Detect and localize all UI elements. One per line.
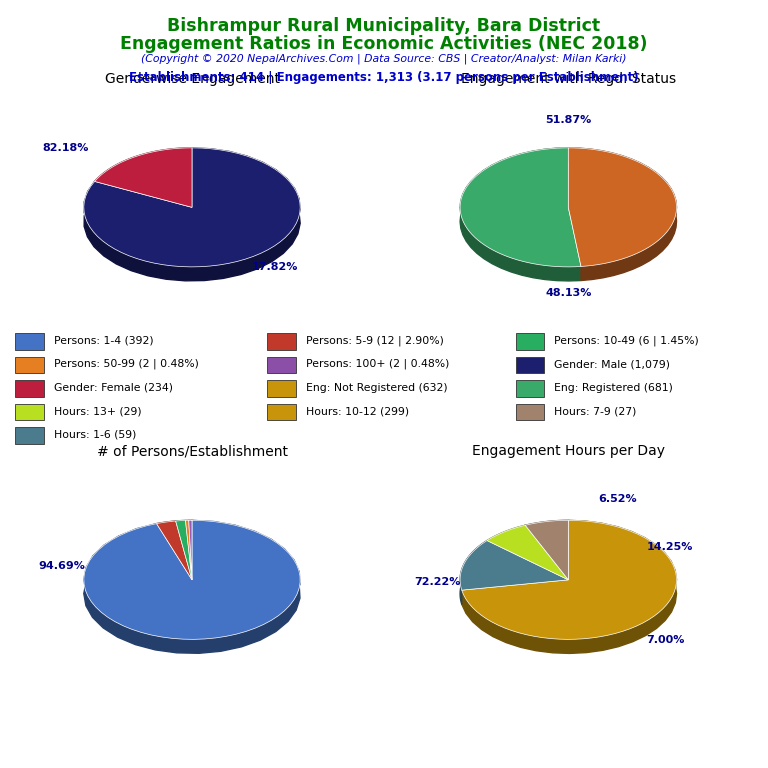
Text: Engagement Ratios in Economic Activities (NEC 2018): Engagement Ratios in Economic Activities… bbox=[121, 35, 647, 52]
Polygon shape bbox=[84, 521, 300, 654]
Text: Hours: 13+ (29): Hours: 13+ (29) bbox=[54, 406, 141, 416]
Text: Establishments: 414 | Engagements: 1,313 (3.17 persons per Establishment): Establishments: 414 | Engagements: 1,313… bbox=[129, 71, 639, 84]
Polygon shape bbox=[525, 521, 568, 539]
Text: Persons: 10-49 (6 | 1.45%): Persons: 10-49 (6 | 1.45%) bbox=[554, 336, 699, 346]
Text: Persons: 1-4 (392): Persons: 1-4 (392) bbox=[54, 336, 154, 346]
FancyBboxPatch shape bbox=[267, 357, 296, 373]
Text: 48.13%: 48.13% bbox=[545, 288, 591, 298]
Polygon shape bbox=[460, 148, 581, 281]
Polygon shape bbox=[94, 148, 192, 207]
Polygon shape bbox=[189, 521, 192, 535]
Text: Bishrampur Rural Municipality, Bara District: Bishrampur Rural Municipality, Bara Dist… bbox=[167, 17, 601, 35]
Polygon shape bbox=[84, 148, 300, 281]
FancyBboxPatch shape bbox=[516, 380, 545, 397]
Polygon shape bbox=[568, 148, 677, 280]
Text: Persons: 5-9 (12 | 2.90%): Persons: 5-9 (12 | 2.90%) bbox=[306, 336, 444, 346]
Text: 7.00%: 7.00% bbox=[646, 634, 684, 644]
FancyBboxPatch shape bbox=[15, 404, 44, 420]
Polygon shape bbox=[189, 521, 192, 580]
Polygon shape bbox=[94, 148, 192, 196]
Polygon shape bbox=[176, 521, 186, 535]
FancyBboxPatch shape bbox=[516, 333, 545, 350]
Polygon shape bbox=[84, 521, 300, 639]
Polygon shape bbox=[186, 521, 189, 535]
FancyBboxPatch shape bbox=[267, 380, 296, 397]
Text: Gender: Female (234): Gender: Female (234) bbox=[54, 382, 173, 392]
Polygon shape bbox=[460, 541, 487, 604]
Polygon shape bbox=[84, 148, 300, 266]
Polygon shape bbox=[460, 541, 568, 590]
Polygon shape bbox=[460, 148, 581, 266]
Text: 72.22%: 72.22% bbox=[415, 578, 461, 588]
Text: 94.69%: 94.69% bbox=[38, 561, 85, 571]
Polygon shape bbox=[487, 525, 568, 580]
FancyBboxPatch shape bbox=[267, 404, 296, 420]
Polygon shape bbox=[525, 521, 568, 580]
Text: Eng: Not Registered (632): Eng: Not Registered (632) bbox=[306, 382, 447, 392]
Text: 82.18%: 82.18% bbox=[43, 143, 89, 153]
Title: Genderwise Engagement: Genderwise Engagement bbox=[104, 71, 280, 86]
Text: Hours: 1-6 (59): Hours: 1-6 (59) bbox=[54, 429, 136, 439]
FancyBboxPatch shape bbox=[15, 427, 44, 444]
Text: 17.82%: 17.82% bbox=[252, 262, 298, 272]
Title: # of Persons/Establishment: # of Persons/Establishment bbox=[97, 444, 287, 458]
Polygon shape bbox=[176, 521, 192, 580]
FancyBboxPatch shape bbox=[15, 380, 44, 397]
Polygon shape bbox=[157, 521, 192, 580]
FancyBboxPatch shape bbox=[516, 404, 545, 420]
Text: Eng: Registered (681): Eng: Registered (681) bbox=[554, 382, 673, 392]
Text: (Copyright © 2020 NepalArchives.Com | Data Source: CBS | Creator/Analyst: Milan : (Copyright © 2020 NepalArchives.Com | Da… bbox=[141, 54, 627, 65]
Title: Engagement with Regd. Status: Engagement with Regd. Status bbox=[461, 71, 676, 86]
Polygon shape bbox=[462, 521, 677, 639]
FancyBboxPatch shape bbox=[15, 333, 44, 350]
Polygon shape bbox=[462, 521, 677, 654]
Polygon shape bbox=[568, 148, 677, 266]
Text: 51.87%: 51.87% bbox=[545, 115, 591, 125]
Polygon shape bbox=[157, 521, 176, 538]
Polygon shape bbox=[487, 525, 525, 554]
Text: Persons: 100+ (2 | 0.48%): Persons: 100+ (2 | 0.48%) bbox=[306, 359, 449, 369]
Text: 6.52%: 6.52% bbox=[598, 494, 637, 504]
Title: Engagement Hours per Day: Engagement Hours per Day bbox=[472, 444, 665, 458]
Text: Hours: 10-12 (299): Hours: 10-12 (299) bbox=[306, 406, 409, 416]
FancyBboxPatch shape bbox=[15, 357, 44, 373]
Text: Gender: Male (1,079): Gender: Male (1,079) bbox=[554, 359, 670, 369]
FancyBboxPatch shape bbox=[516, 357, 545, 373]
Text: 14.25%: 14.25% bbox=[646, 541, 693, 551]
Text: Persons: 50-99 (2 | 0.48%): Persons: 50-99 (2 | 0.48%) bbox=[54, 359, 198, 369]
FancyBboxPatch shape bbox=[267, 333, 296, 350]
Text: Hours: 7-9 (27): Hours: 7-9 (27) bbox=[554, 406, 637, 416]
Polygon shape bbox=[186, 521, 192, 580]
